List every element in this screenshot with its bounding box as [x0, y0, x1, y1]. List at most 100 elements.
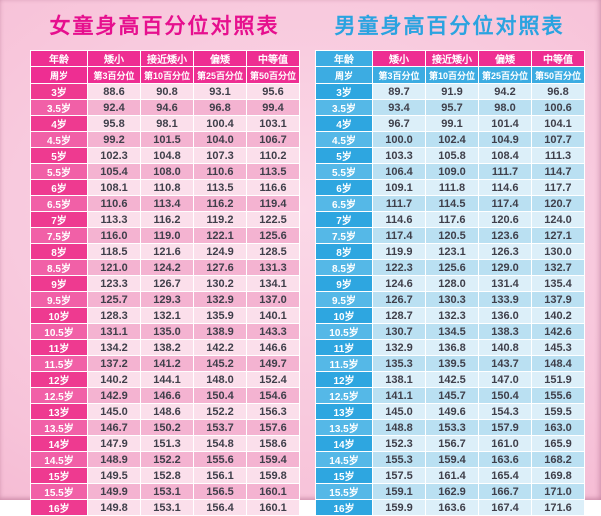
height-value-cell: 171.0	[531, 483, 585, 500]
height-value-cell: 135.0	[140, 323, 194, 340]
height-value-cell: 127.1	[531, 227, 585, 244]
height-value-cell: 96.8	[193, 99, 247, 116]
age-header-cell: 年龄	[315, 50, 373, 67]
height-value-cell: 155.6	[531, 387, 585, 404]
height-value-cell: 133.9	[478, 291, 532, 308]
age-cell: 11.5岁	[30, 355, 88, 372]
height-value-cell: 104.0	[193, 131, 247, 148]
height-value-cell: 96.8	[531, 83, 585, 100]
table-row: 5.5岁 106.4 109.0 111.7 114.7	[315, 163, 585, 180]
height-value-cell: 103.1	[246, 115, 300, 132]
age-cell: 11岁	[315, 339, 373, 356]
near-short-header-cell: 接近矮小	[425, 50, 479, 67]
table-row: 12岁 140.2 144.1 148.0 152.4	[30, 371, 300, 388]
height-value-cell: 102.4	[425, 131, 479, 148]
height-value-cell: 92.4	[87, 99, 141, 116]
height-value-cell: 124.2	[140, 259, 194, 276]
age-cell: 9岁	[30, 275, 88, 292]
height-value-cell: 145.0	[87, 403, 141, 420]
p3-header-cell: 第3百分位	[372, 66, 426, 84]
p50-header-cell: 第50百分位	[531, 66, 585, 84]
height-value-cell: 90.8	[140, 83, 194, 100]
age-cell: 14岁	[30, 435, 88, 452]
height-value-cell: 99.2	[87, 131, 141, 148]
table-row: 7岁 114.6 117.6 120.6 124.0	[315, 211, 585, 228]
height-value-cell: 110.2	[246, 147, 300, 164]
height-value-cell: 114.6	[372, 211, 426, 228]
table-row: 8.5岁 121.0 124.2 127.6 131.3	[30, 259, 300, 276]
height-value-cell: 108.0	[140, 163, 194, 180]
height-value-cell: 126.7	[140, 275, 194, 292]
age-header-cell: 年龄	[30, 50, 88, 67]
table-row: 4.5岁 100.0 102.4 104.9 107.7	[315, 131, 585, 148]
height-value-cell: 131.3	[246, 259, 300, 276]
height-value-cell: 159.1	[372, 483, 426, 500]
age-cell: 10岁	[30, 307, 88, 324]
table-row: 10岁 128.3 132.1 135.9 140.1	[30, 307, 300, 324]
height-value-cell: 156.3	[246, 403, 300, 420]
table-row: 16岁 149.8 153.1 156.4 160.1	[30, 499, 300, 516]
height-value-cell: 140.1	[246, 307, 300, 324]
height-value-cell: 154.6	[246, 387, 300, 404]
p3-header-cell: 第3百分位	[87, 66, 141, 84]
height-value-cell: 152.2	[193, 403, 247, 420]
age-cell: 15岁	[30, 467, 88, 484]
height-value-cell: 149.6	[425, 403, 479, 420]
table-row: 11.5岁 135.3 139.5 143.7 148.4	[315, 355, 585, 372]
height-value-cell: 147.9	[87, 435, 141, 452]
height-value-cell: 119.4	[246, 195, 300, 212]
height-value-cell: 111.7	[478, 163, 532, 180]
height-value-cell: 149.8	[87, 499, 141, 516]
table-row: 4.5岁 99.2 101.5 104.0 106.7	[30, 131, 300, 148]
height-value-cell: 121.6	[140, 243, 194, 260]
height-value-cell: 142.2	[193, 339, 247, 356]
height-value-cell: 127.6	[193, 259, 247, 276]
height-value-cell: 100.4	[193, 115, 247, 132]
height-value-cell: 137.0	[246, 291, 300, 308]
height-value-cell: 165.9	[531, 435, 585, 452]
height-value-cell: 137.9	[531, 291, 585, 308]
height-value-cell: 135.9	[193, 307, 247, 324]
height-value-cell: 141.2	[140, 355, 194, 372]
age-cell: 14岁	[315, 435, 373, 452]
height-value-cell: 148.9	[87, 451, 141, 468]
age-cell: 11岁	[30, 339, 88, 356]
height-value-cell: 93.4	[372, 99, 426, 116]
height-value-cell: 123.1	[425, 243, 479, 260]
age-cell: 8.5岁	[30, 259, 88, 276]
height-value-cell: 142.6	[531, 323, 585, 340]
height-value-cell: 116.0	[87, 227, 141, 244]
age-cell: 13.5岁	[30, 419, 88, 436]
height-value-cell: 132.9	[193, 291, 247, 308]
height-value-cell: 142.9	[87, 387, 141, 404]
height-value-cell: 156.5	[193, 483, 247, 500]
age-cell: 9.5岁	[30, 291, 88, 308]
height-value-cell: 114.5	[425, 195, 479, 212]
height-value-cell: 119.0	[140, 227, 194, 244]
height-value-cell: 146.7	[87, 419, 141, 436]
age-cell: 5.5岁	[315, 163, 373, 180]
average-header-cell: 中等值	[531, 50, 585, 67]
height-value-cell: 101.4	[478, 115, 532, 132]
girls-height-table: 年龄 矮小 接近矮小 偏矮 中等值 周岁 第3百分位 第10百分位 第25百分位…	[30, 50, 300, 516]
height-value-cell: 100.0	[372, 131, 426, 148]
height-value-cell: 130.0	[531, 243, 585, 260]
age-cell: 5.5岁	[30, 163, 88, 180]
height-value-cell: 128.0	[425, 275, 479, 292]
age-cell: 10岁	[315, 307, 373, 324]
age-cell: 3.5岁	[30, 99, 88, 116]
height-value-cell: 114.7	[531, 163, 585, 180]
height-value-cell: 118.5	[87, 243, 141, 260]
height-value-cell: 149.5	[87, 467, 141, 484]
height-value-cell: 116.2	[140, 211, 194, 228]
height-value-cell: 139.5	[425, 355, 479, 372]
height-value-cell: 134.2	[87, 339, 141, 356]
table-row: 7.5岁 116.0 119.0 122.1 125.6	[30, 227, 300, 244]
percentile-header-row: 周岁 第3百分位 第10百分位 第25百分位 第50百分位	[30, 66, 300, 84]
height-value-cell: 140.8	[478, 339, 532, 356]
height-value-cell: 128.5	[246, 243, 300, 260]
height-value-cell: 156.1	[193, 467, 247, 484]
age-cell: 6岁	[315, 179, 373, 196]
age-cell: 4岁	[30, 115, 88, 132]
height-value-cell: 152.4	[246, 371, 300, 388]
